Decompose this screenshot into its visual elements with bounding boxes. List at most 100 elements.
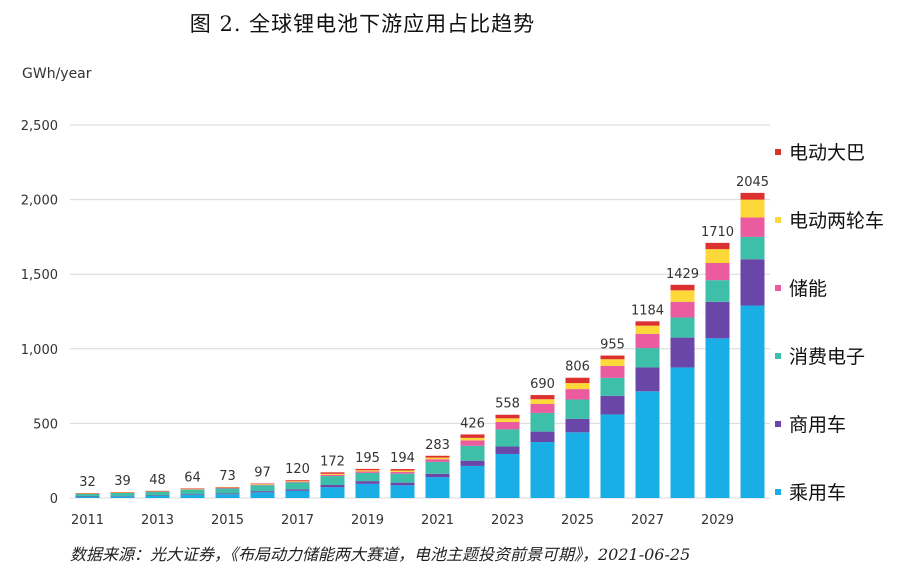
bar-segment xyxy=(705,242,730,250)
x-axis: 2011 2013 2015 2017 2019 2021 2023 2025 2027 2029 xyxy=(71,513,734,528)
x-tick-label: 2011 xyxy=(71,513,104,528)
bar-segment xyxy=(600,414,625,498)
bar-segment xyxy=(705,280,730,302)
total-label: 32 xyxy=(79,475,96,490)
bar-segment xyxy=(565,418,590,433)
bar-segment xyxy=(530,442,555,498)
bar-segment xyxy=(215,488,240,494)
bar-segment xyxy=(460,440,485,446)
bar-segment xyxy=(460,434,485,438)
total-label: 48 xyxy=(149,473,166,488)
bar-segment xyxy=(530,399,555,405)
bar-segment xyxy=(320,472,345,474)
bar-segment xyxy=(145,491,170,492)
total-label: 426 xyxy=(460,416,485,431)
bar-segment xyxy=(495,446,520,454)
bar-segment xyxy=(320,474,345,477)
bar-segment xyxy=(460,460,485,466)
bar-segment xyxy=(635,367,660,392)
bar-segment xyxy=(285,480,310,482)
total-label: 283 xyxy=(425,438,450,453)
bar-segment xyxy=(635,348,660,368)
bar-segment xyxy=(460,465,485,498)
bar-segment xyxy=(565,383,590,390)
total-label: 1429 xyxy=(666,267,699,282)
total-label: 690 xyxy=(530,377,555,392)
bar-segment xyxy=(635,325,660,334)
bar-segment xyxy=(180,489,205,495)
bar-segment xyxy=(530,431,555,443)
bar-segment xyxy=(670,367,695,498)
bar-segment xyxy=(110,496,135,498)
bar-segment xyxy=(110,492,135,497)
bar-segment xyxy=(425,461,450,474)
bar-segment xyxy=(110,496,135,497)
legend-label: 商用车 xyxy=(789,414,847,436)
bar-segment xyxy=(180,495,205,498)
total-label: 806 xyxy=(565,360,590,375)
bar-segment xyxy=(740,236,765,260)
bar-segment xyxy=(565,432,590,498)
legend-swatch xyxy=(775,148,781,155)
y-tick-label: 2,500 xyxy=(21,119,58,134)
bar-segment xyxy=(285,481,310,483)
bar-segment xyxy=(705,263,730,281)
bar-segment xyxy=(355,471,380,473)
bar-segment xyxy=(250,484,275,486)
bar-segment xyxy=(425,455,450,458)
bar-segment xyxy=(355,470,380,472)
total-label: 558 xyxy=(495,397,520,412)
bar-segment xyxy=(425,473,450,478)
bar-segment xyxy=(460,445,485,461)
legend-item: 电动大巴 xyxy=(775,138,865,165)
bar-segment xyxy=(740,259,765,306)
total-label: 172 xyxy=(320,454,345,469)
bar-segment xyxy=(250,484,275,485)
total-label: 73 xyxy=(219,469,236,484)
bar-segment xyxy=(460,437,485,441)
bar-segment xyxy=(600,359,625,366)
total-label: 64 xyxy=(184,470,201,485)
legend-swatch xyxy=(775,420,781,427)
bar-segment xyxy=(215,494,240,498)
x-tick-label: 2015 xyxy=(211,513,244,528)
bar-segment xyxy=(320,487,345,498)
bar-segment xyxy=(145,495,170,498)
legend-swatch xyxy=(775,284,781,291)
legend-item: 商用车 xyxy=(775,410,846,437)
bar-segment xyxy=(600,365,625,378)
bar-segment xyxy=(250,485,275,492)
legend-swatch xyxy=(775,488,781,495)
bar-segment xyxy=(285,489,310,491)
bar-segment xyxy=(425,459,450,462)
total-label: 1710 xyxy=(701,225,734,240)
total-label: 955 xyxy=(600,338,625,353)
x-tick-label: 2023 xyxy=(491,513,524,528)
bar-segment xyxy=(180,488,205,489)
legend-item: 储能 xyxy=(775,274,827,301)
bar-segment xyxy=(705,338,730,498)
legend-label: 电动两轮车 xyxy=(789,210,885,232)
bar-segment xyxy=(390,469,415,471)
bar-segment xyxy=(215,488,240,489)
legend-item: 电动两轮车 xyxy=(775,206,884,233)
bar-segment xyxy=(390,482,415,486)
total-label: 120 xyxy=(285,462,310,477)
bar-segment xyxy=(565,399,590,419)
bar-segment xyxy=(145,495,170,496)
bar-segment xyxy=(530,412,555,432)
bar-segment xyxy=(705,249,730,264)
bar-segment xyxy=(565,377,590,384)
bar-segment xyxy=(390,485,415,498)
bar-segment xyxy=(215,487,240,488)
bar-segment xyxy=(320,485,345,488)
bar-segment xyxy=(285,482,310,490)
bar-segment xyxy=(285,480,310,481)
x-tick-label: 2021 xyxy=(421,513,454,528)
legend-swatch xyxy=(775,216,781,223)
bar-segment xyxy=(670,337,695,368)
bar-segment xyxy=(75,493,100,494)
legend-label: 乘用车 xyxy=(789,482,847,504)
x-tick-label: 2017 xyxy=(281,513,314,528)
